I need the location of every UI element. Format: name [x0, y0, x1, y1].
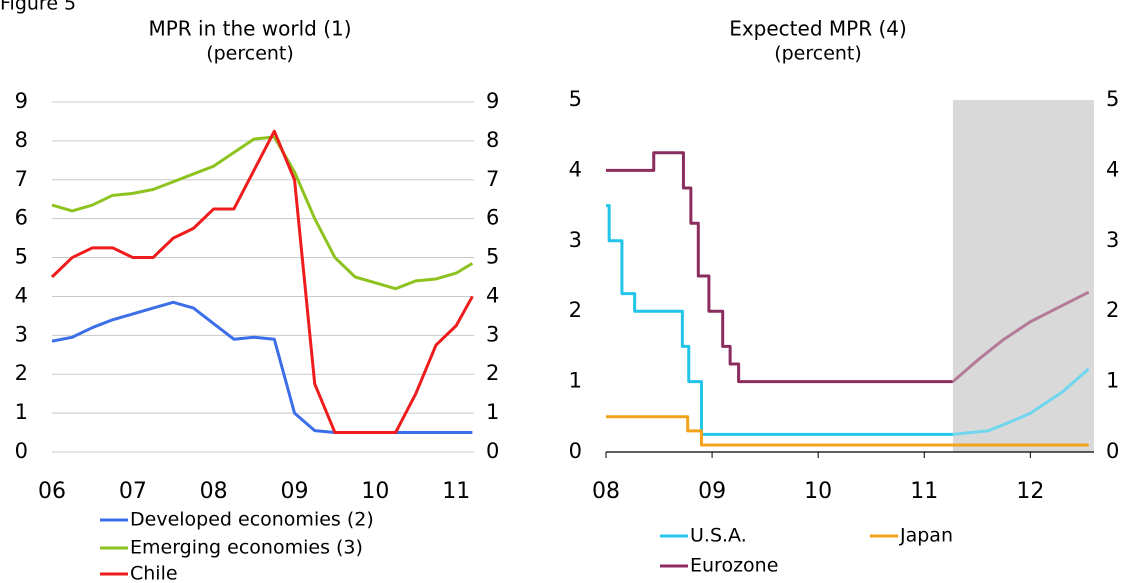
- chart-subtitle: (percent): [774, 43, 862, 65]
- series-line: [951, 290, 1090, 383]
- x-tick-label: 08: [592, 479, 620, 504]
- y-tick-label: 3: [569, 228, 582, 252]
- legend-label: Emerging economies (3): [130, 537, 363, 559]
- figure-label: Figure 5: [0, 0, 76, 15]
- legend-label: Eurozone: [690, 555, 778, 577]
- legend-label: Japan: [899, 525, 953, 547]
- y-tick-label: 5: [15, 245, 28, 269]
- legend-label: U.S.A.: [690, 525, 747, 547]
- x-tick-label: 12: [1016, 479, 1044, 504]
- y2-tick-label: 0: [486, 439, 499, 463]
- y2-tick-label: 7: [486, 167, 499, 191]
- y2-tick-label: 4: [486, 283, 499, 307]
- y-tick-label: 6: [15, 206, 28, 230]
- legend-label: Chile: [130, 563, 178, 583]
- y-tick-label: 8: [15, 128, 28, 152]
- series-line: [50, 129, 474, 435]
- y2-tick-label: 2: [1106, 298, 1119, 322]
- x-tick-label: 10: [804, 479, 832, 504]
- y-tick-label: 9: [15, 89, 28, 113]
- x-tick-label: 08: [200, 479, 228, 504]
- y2-tick-label: 4: [1106, 157, 1119, 181]
- series-line: [606, 151, 953, 384]
- y-tick-label: 0: [15, 439, 28, 463]
- y2-tick-label: 5: [1106, 87, 1119, 111]
- x-tick-label: 06: [38, 479, 66, 504]
- x-tick-label: 11: [442, 479, 470, 504]
- y2-tick-label: 9: [486, 89, 499, 113]
- y-tick-label: 2: [569, 298, 582, 322]
- chart-subtitle: (percent): [206, 43, 294, 65]
- series-line: [606, 415, 953, 447]
- x-tick-label: 11: [910, 479, 938, 504]
- y-tick-label: 7: [15, 167, 28, 191]
- x-tick-label: 09: [281, 479, 309, 504]
- y-tick-label: 4: [15, 283, 28, 307]
- chart-title: Expected MPR (4): [729, 17, 907, 41]
- y-tick-label: 1: [15, 400, 28, 424]
- y-tick-label: 2: [15, 361, 28, 385]
- legend-label: Developed economies (2): [130, 509, 374, 531]
- y2-tick-label: 0: [1106, 439, 1119, 463]
- y-tick-label: 0: [569, 439, 582, 463]
- series-line: [952, 367, 1090, 436]
- chart-title: MPR in the world (1): [148, 17, 351, 41]
- y2-tick-label: 6: [486, 206, 499, 230]
- y2-tick-label: 5: [486, 245, 499, 269]
- series-line: [51, 135, 474, 291]
- series-line: [51, 300, 473, 435]
- x-tick-label: 09: [698, 479, 726, 504]
- y-tick-label: 1: [569, 369, 582, 393]
- y2-tick-label: 3: [1106, 228, 1119, 252]
- series-line: [606, 204, 953, 436]
- forecast-shade: [952, 100, 1094, 452]
- x-tick-label: 07: [119, 479, 147, 504]
- y-tick-label: 5: [569, 87, 582, 111]
- x-tick-label: 10: [361, 479, 389, 504]
- y2-tick-label: 1: [1106, 369, 1119, 393]
- y-tick-label: 4: [569, 157, 582, 181]
- y2-tick-label: 2: [486, 361, 499, 385]
- y-tick-label: 3: [15, 322, 28, 346]
- y2-tick-label: 8: [486, 128, 499, 152]
- y2-tick-label: 3: [486, 322, 499, 346]
- y2-tick-label: 1: [486, 400, 499, 424]
